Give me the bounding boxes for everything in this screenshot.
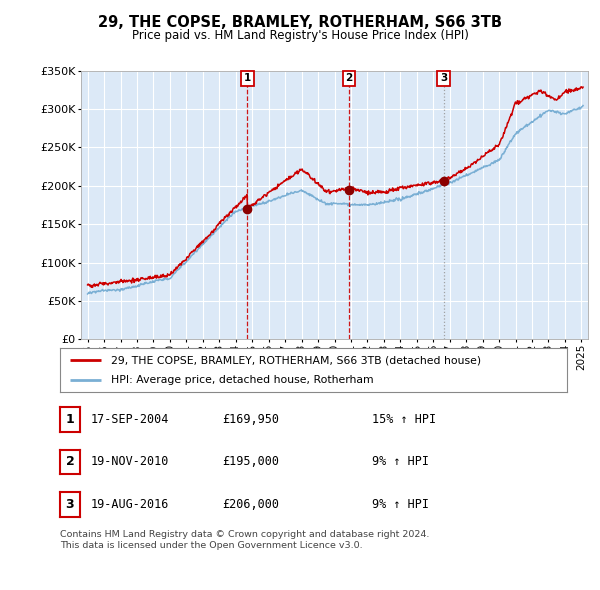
Text: 3: 3 <box>440 74 448 83</box>
Text: 3: 3 <box>65 498 74 511</box>
Text: HPI: Average price, detached house, Rotherham: HPI: Average price, detached house, Roth… <box>111 375 373 385</box>
Text: 19-AUG-2016: 19-AUG-2016 <box>91 498 169 511</box>
Text: £169,950: £169,950 <box>222 413 279 426</box>
Text: 15% ↑ HPI: 15% ↑ HPI <box>372 413 436 426</box>
Text: 19-NOV-2010: 19-NOV-2010 <box>91 455 169 468</box>
Text: 29, THE COPSE, BRAMLEY, ROTHERHAM, S66 3TB: 29, THE COPSE, BRAMLEY, ROTHERHAM, S66 3… <box>98 15 502 30</box>
Text: 1: 1 <box>244 74 251 83</box>
Text: 1: 1 <box>65 413 74 426</box>
Text: £195,000: £195,000 <box>222 455 279 468</box>
Text: 2: 2 <box>346 74 353 83</box>
Text: 29, THE COPSE, BRAMLEY, ROTHERHAM, S66 3TB (detached house): 29, THE COPSE, BRAMLEY, ROTHERHAM, S66 3… <box>111 355 481 365</box>
Text: Contains HM Land Registry data © Crown copyright and database right 2024.
This d: Contains HM Land Registry data © Crown c… <box>60 530 430 550</box>
Text: 9% ↑ HPI: 9% ↑ HPI <box>372 498 429 511</box>
Text: £206,000: £206,000 <box>222 498 279 511</box>
Text: Price paid vs. HM Land Registry's House Price Index (HPI): Price paid vs. HM Land Registry's House … <box>131 30 469 42</box>
Text: 17-SEP-2004: 17-SEP-2004 <box>91 413 169 426</box>
Text: 2: 2 <box>65 455 74 468</box>
Text: 9% ↑ HPI: 9% ↑ HPI <box>372 455 429 468</box>
